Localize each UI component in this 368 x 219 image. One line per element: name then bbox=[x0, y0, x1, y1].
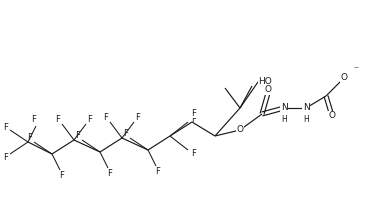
Text: F: F bbox=[135, 113, 141, 122]
Text: O: O bbox=[340, 74, 347, 83]
Text: ⁻: ⁻ bbox=[353, 65, 358, 75]
Text: F: F bbox=[4, 122, 8, 131]
Text: F: F bbox=[56, 115, 60, 124]
Text: F: F bbox=[75, 131, 81, 140]
Text: H: H bbox=[281, 115, 287, 124]
Text: HO: HO bbox=[258, 78, 272, 87]
Text: F: F bbox=[60, 171, 64, 180]
Text: N: N bbox=[281, 104, 287, 113]
Text: H: H bbox=[303, 115, 309, 124]
Text: F: F bbox=[192, 148, 197, 157]
Text: F: F bbox=[88, 115, 92, 124]
Text: N: N bbox=[302, 104, 309, 113]
Text: F: F bbox=[28, 132, 32, 141]
Text: F: F bbox=[156, 166, 160, 175]
Text: O: O bbox=[329, 111, 336, 120]
Text: F: F bbox=[32, 115, 36, 124]
Text: F: F bbox=[4, 152, 8, 161]
Text: F: F bbox=[192, 115, 197, 124]
Text: F: F bbox=[103, 113, 109, 122]
Text: F: F bbox=[124, 129, 128, 138]
Text: F: F bbox=[107, 168, 113, 178]
Text: F: F bbox=[192, 108, 197, 118]
Text: O: O bbox=[237, 125, 244, 134]
Text: O: O bbox=[265, 85, 272, 95]
